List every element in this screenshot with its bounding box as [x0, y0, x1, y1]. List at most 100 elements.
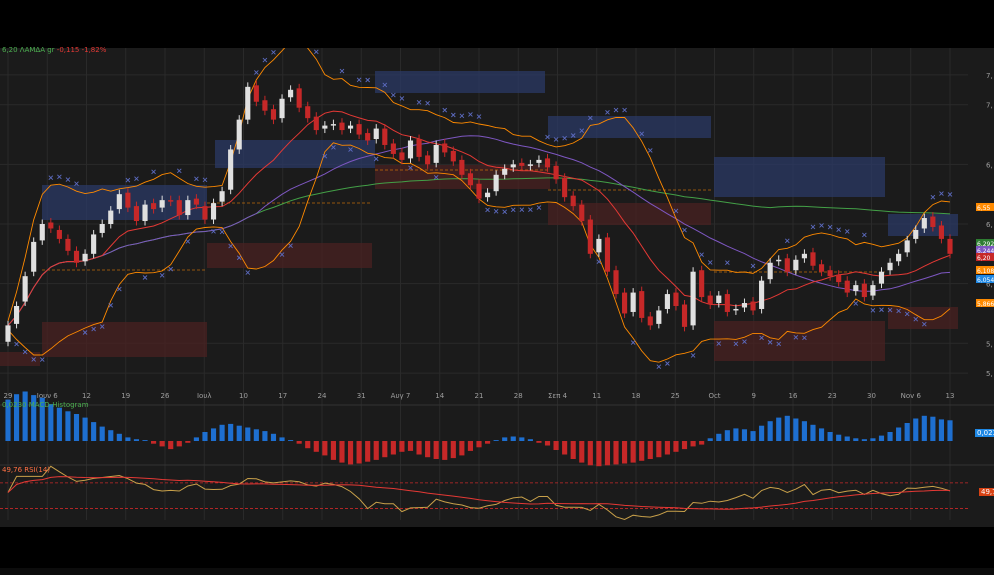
x-tick-label: Σεπ 4	[548, 392, 568, 400]
macd-bar	[305, 441, 311, 449]
candle-body	[759, 280, 765, 309]
sar-marker	[673, 208, 679, 214]
sar-marker	[219, 229, 225, 235]
sar-marker	[656, 364, 662, 370]
sar-marker	[767, 339, 773, 345]
sar-marker	[425, 100, 430, 106]
chart-area[interactable]: 29 Ιουν 6 12 19 26 Ιουλ 10 17 24 31 Αυγ 7 14 21 28 Σεπ…	[0, 46, 994, 575]
macd-bar	[904, 423, 910, 441]
candle-body	[459, 159, 465, 175]
sar-marker	[913, 316, 919, 322]
macd-bar	[407, 441, 414, 451]
x-tick-label: 16	[789, 392, 798, 400]
sar-marker	[793, 335, 799, 340]
candle-body	[921, 218, 927, 229]
x-tick-label: 31	[357, 392, 366, 400]
sar-marker	[339, 68, 345, 74]
macd-bar	[296, 441, 302, 444]
candle-body	[31, 241, 37, 272]
macd-bar	[450, 441, 456, 459]
zone-box	[0, 352, 40, 366]
macd-bar	[690, 441, 696, 447]
x-tick-label: 28	[514, 392, 523, 400]
sar-marker	[947, 192, 953, 197]
candle-body	[5, 325, 11, 342]
macd-bar	[562, 441, 568, 455]
sar-marker	[254, 70, 259, 75]
candle-body	[210, 203, 217, 220]
macd-bar	[390, 441, 396, 455]
price-badge	[976, 266, 994, 274]
sar-marker	[921, 321, 927, 327]
sar-marker	[468, 112, 473, 117]
indicator-lines	[5, 48, 953, 370]
macd-bar	[347, 441, 354, 465]
sar-marker	[108, 302, 114, 308]
sar-marker	[279, 252, 285, 257]
sar-marker	[510, 207, 516, 213]
macd-bar	[544, 441, 551, 446]
sar-marker	[202, 177, 208, 183]
candle-body	[887, 262, 893, 271]
macd-bar	[733, 428, 739, 441]
sar-marker	[331, 144, 336, 150]
sar-marker	[31, 357, 37, 362]
candle-body	[861, 283, 867, 298]
sar-marker	[904, 311, 910, 317]
macd-bar	[279, 437, 285, 441]
candle-body	[767, 262, 773, 280]
candle-body	[288, 89, 294, 98]
macd-bar	[425, 441, 431, 458]
macd-bar	[433, 441, 439, 459]
candle-body	[219, 191, 225, 202]
sar-marker	[48, 175, 54, 181]
rsi-panel	[0, 465, 968, 521]
macd-bar	[784, 415, 790, 441]
macd-bar	[767, 421, 773, 441]
macd-bar	[228, 423, 234, 441]
sar-marker	[39, 357, 45, 362]
candle-body	[168, 200, 174, 202]
sar-marker	[176, 168, 182, 174]
macd-bar	[65, 411, 71, 441]
candle-body	[613, 270, 619, 295]
candle-body	[65, 238, 71, 251]
candle-body	[656, 310, 662, 324]
candle-body	[596, 238, 602, 253]
candle-body	[579, 204, 585, 222]
macd-bar	[536, 441, 542, 443]
sar-marker	[596, 259, 602, 265]
macd-bar	[339, 441, 345, 463]
candle-body	[510, 164, 516, 168]
symbol-header: 6,20 ΛΑΜΔΑ gr -0,115 -1,82%	[2, 46, 106, 54]
sar-marker	[870, 307, 876, 313]
chart-svg[interactable]: 29 Ιουν 6 12 19 26 Ιουλ 10 17 24 31 Αυγ 7 14 21 28 Σεπ…	[0, 48, 994, 527]
rsi-label: 49,76 RSI(14)	[2, 466, 51, 474]
macd-bar	[5, 399, 11, 441]
x-tick-label: 14	[435, 392, 444, 400]
zone-box	[42, 185, 207, 220]
macd-bar	[861, 439, 867, 441]
macd-bar	[579, 441, 585, 463]
candle-body	[22, 276, 28, 302]
candle-body	[784, 258, 790, 272]
macd-bar	[699, 441, 705, 445]
price-badge	[976, 203, 994, 211]
sar-marker	[271, 50, 276, 55]
sar-marker	[262, 57, 268, 63]
macd-bar	[853, 438, 859, 441]
macd-bar	[416, 441, 422, 455]
y-axis: 7, 7, 6, 6, 6, 5, 5,	[986, 72, 993, 378]
sar-marker	[14, 341, 19, 347]
candle-body	[99, 224, 105, 233]
sar-marker	[185, 239, 191, 244]
macd-bar	[947, 420, 953, 441]
macd-bar	[510, 436, 516, 441]
candle-body	[48, 222, 54, 229]
candle-body	[347, 125, 354, 129]
y-tick-label: 7,	[986, 72, 993, 80]
candle-body	[493, 174, 499, 192]
sar-marker	[862, 232, 867, 238]
candle-body	[159, 200, 165, 208]
sar-marker	[125, 177, 131, 183]
